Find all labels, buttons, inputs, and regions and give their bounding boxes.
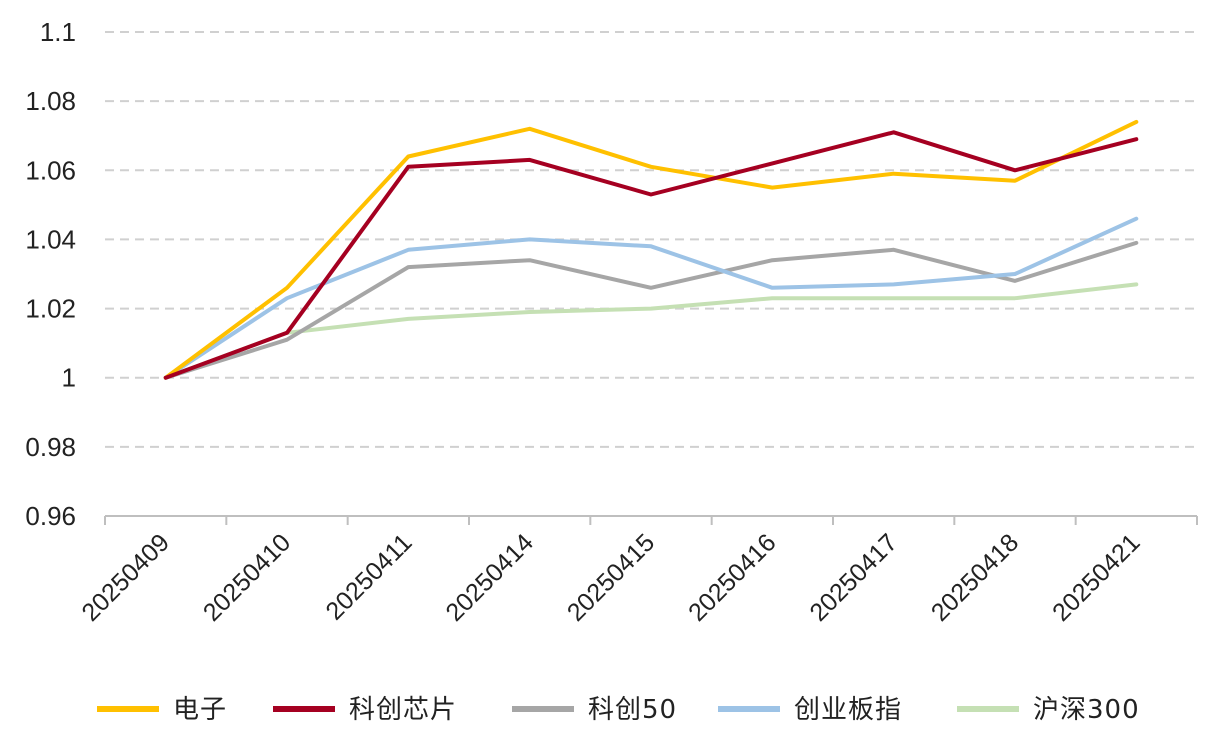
- legend-label: 沪深300: [1033, 695, 1140, 725]
- legend-label: 科创芯片: [349, 695, 457, 725]
- series-line-4: [163, 282, 1139, 380]
- legend-label: 创业板指: [794, 695, 902, 725]
- legend-label: 电子: [173, 695, 227, 725]
- x-tick-label: 20250416: [683, 528, 781, 626]
- series-line-1: [163, 130, 1139, 380]
- y-axis-tick-labels: 0.96 0.98 1 1.02 1.04 1.06 1.08 1.1: [25, 17, 76, 531]
- series-line-3: [163, 216, 1139, 380]
- y-tick-label: 1.08: [25, 86, 76, 116]
- x-tick-label: 20250421: [1047, 528, 1145, 626]
- series-line-2: [163, 240, 1139, 380]
- legend-item-3: 创业板指: [718, 695, 902, 725]
- x-tick-label: 20250418: [926, 528, 1024, 626]
- x-tick-label: 20250410: [198, 528, 296, 626]
- y-tick-label: 1.04: [25, 224, 76, 254]
- y-tick-label: 1.1: [40, 17, 76, 47]
- legend-item-0: 电子: [97, 695, 227, 725]
- y-tick-label: 0.98: [25, 432, 76, 462]
- y-tick-label: 1.02: [25, 294, 76, 324]
- y-tick-label: 1.06: [25, 155, 76, 185]
- x-tick-label: 20250414: [440, 528, 539, 627]
- gridlines: [105, 31, 1197, 448]
- x-tick-label: 20250415: [562, 528, 660, 626]
- legend-item-1: 科创芯片: [273, 695, 457, 725]
- legend: 电子 科创芯片 科创50 创业板指 沪深300: [97, 695, 1140, 725]
- series-lines: [163, 119, 1139, 380]
- x-axis-tick-labels: 20250409 20250410 20250411 20250414 20250415…: [76, 528, 1145, 627]
- legend-item-2: 科创50: [512, 695, 677, 725]
- x-axis: [104, 515, 1198, 525]
- x-tick-label: 20250417: [804, 528, 902, 626]
- legend-label: 科创50: [588, 695, 677, 725]
- y-tick-label: 0.96: [25, 501, 76, 531]
- legend-item-4: 沪深300: [957, 695, 1140, 725]
- x-tick-label: 20250409: [76, 528, 174, 626]
- x-tick-label: 20250411: [320, 528, 417, 625]
- y-tick-label: 1: [62, 363, 76, 393]
- series-line-0: [163, 119, 1139, 380]
